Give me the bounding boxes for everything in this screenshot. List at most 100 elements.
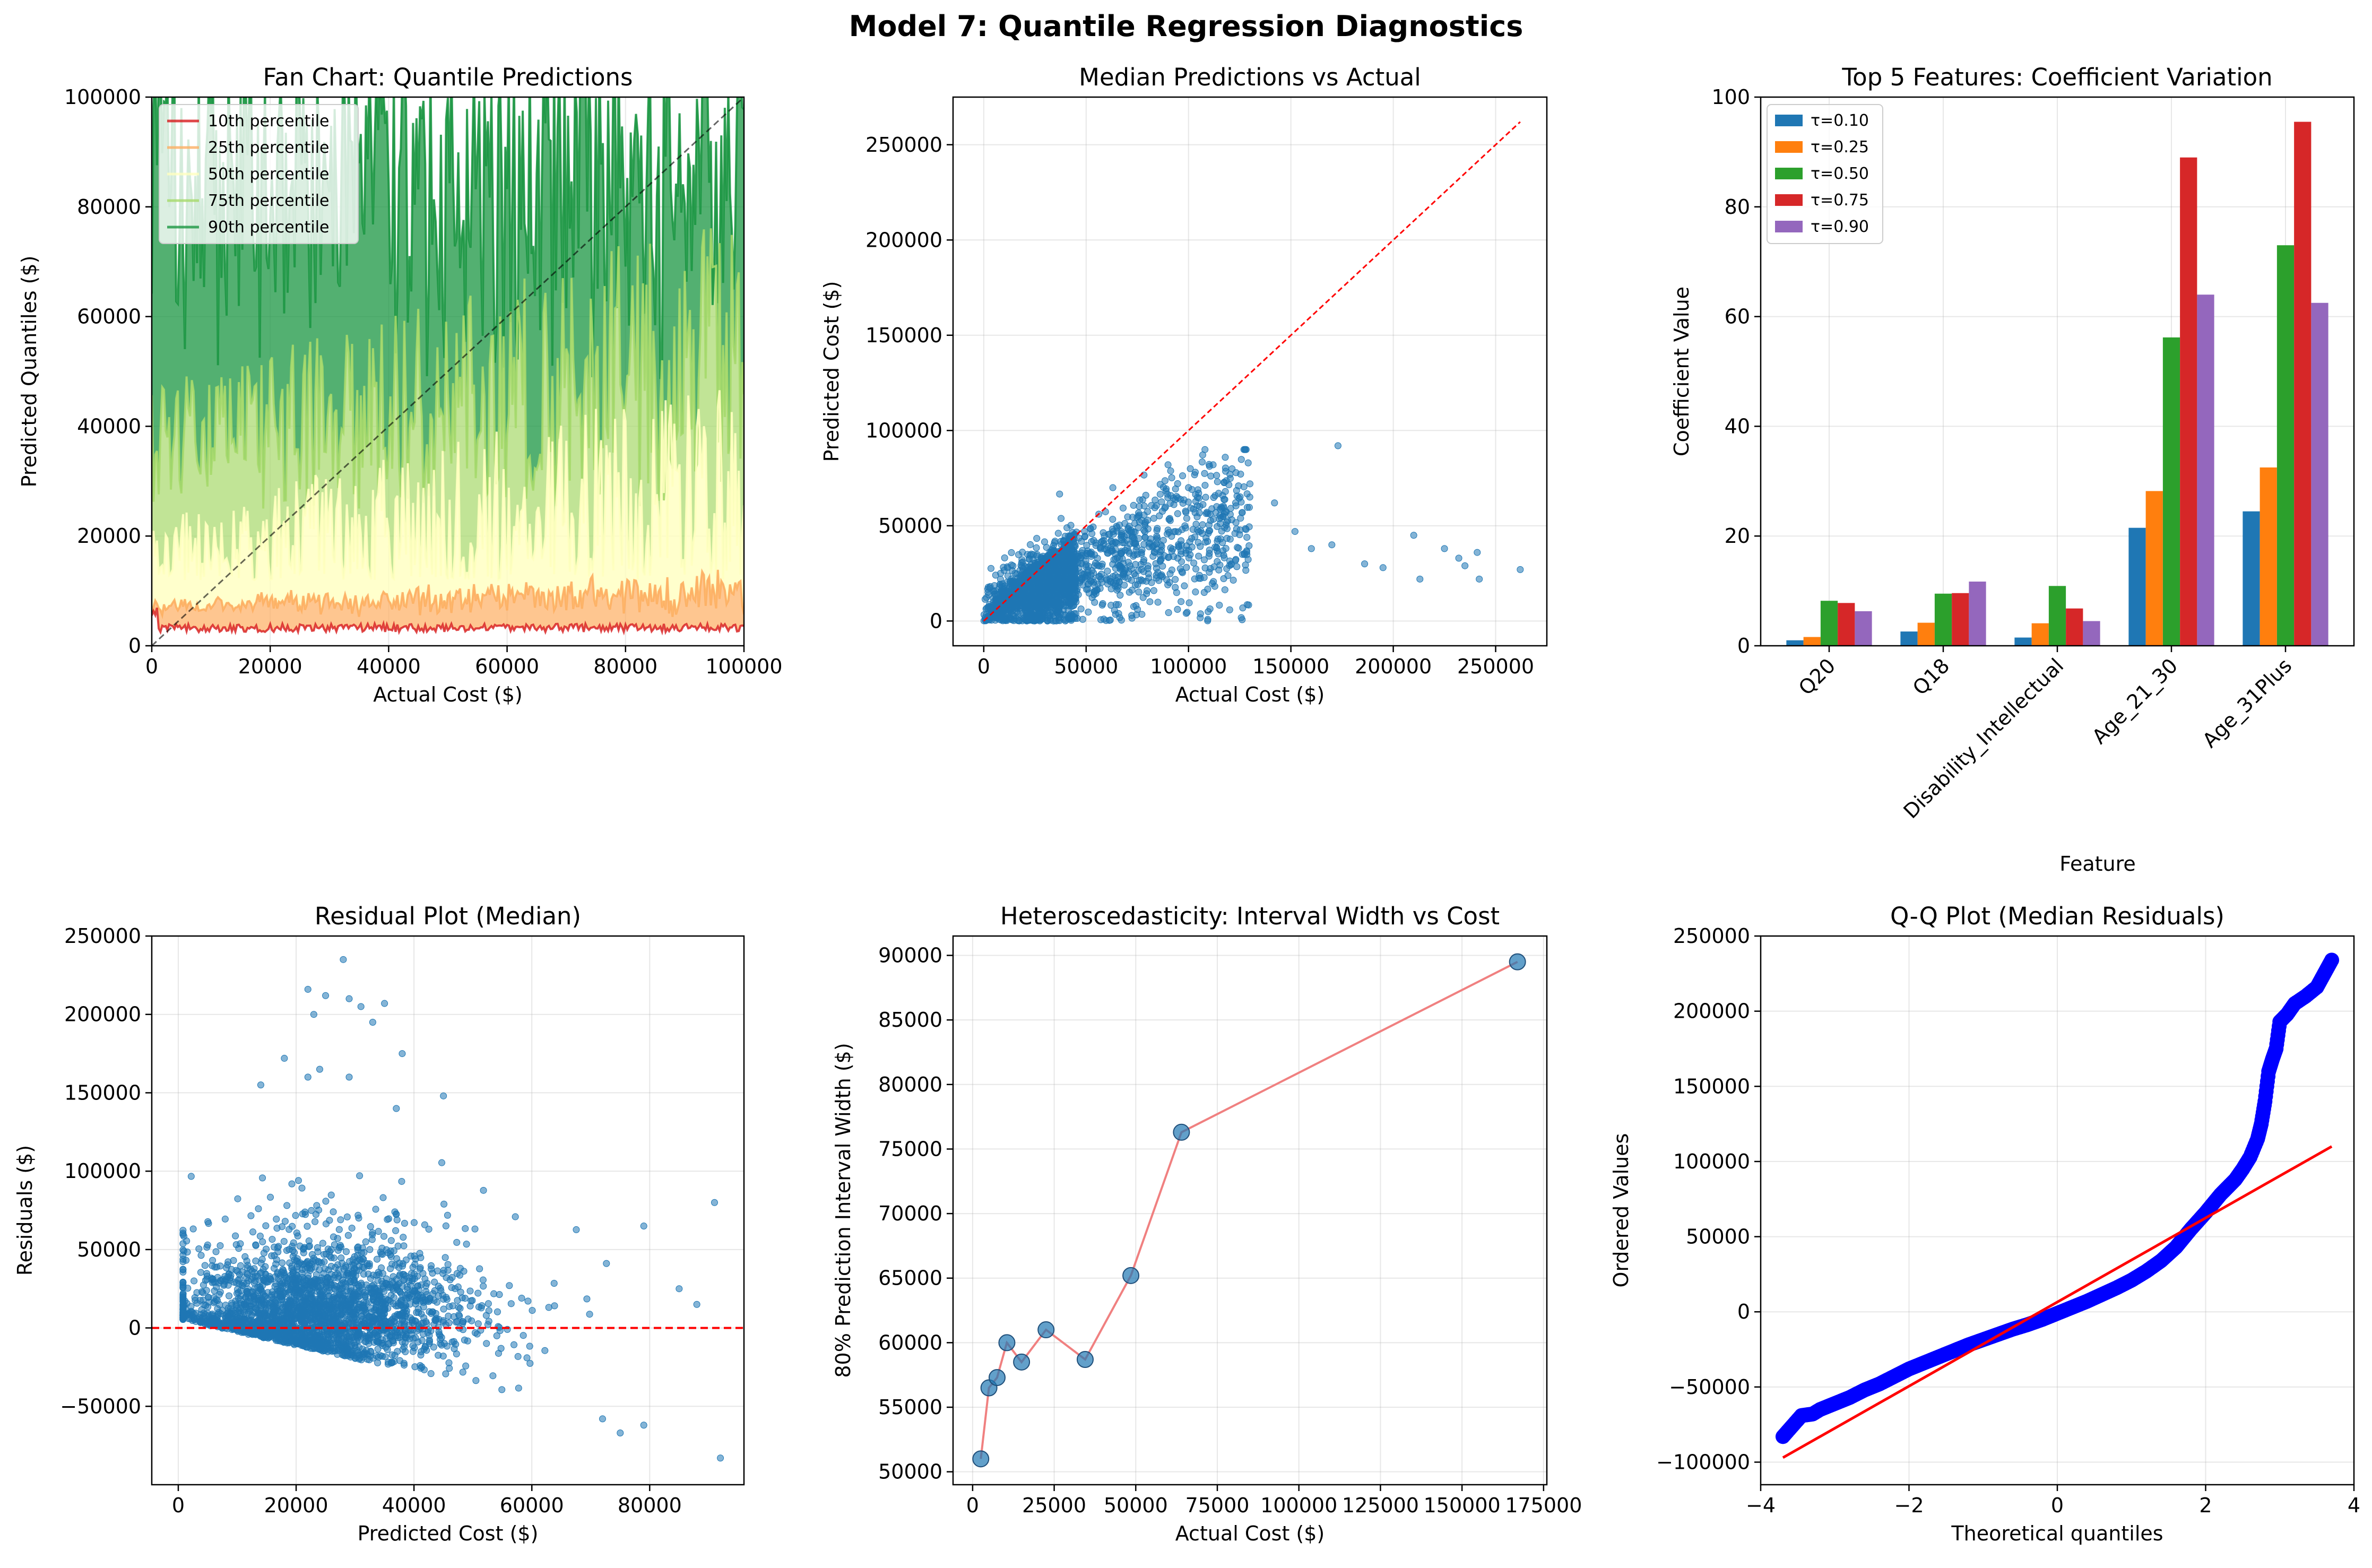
data-point (197, 1252, 205, 1259)
data-point (984, 585, 991, 593)
data-point (1037, 587, 1045, 595)
data-point (392, 1261, 399, 1269)
data-point (1178, 598, 1185, 605)
y-tick-label: 60 (1725, 305, 1750, 328)
data-point (1200, 589, 1208, 596)
x-tick-label: Age_31Plus (2198, 654, 2296, 752)
data-point (1016, 617, 1023, 625)
data-point (1071, 565, 1079, 573)
data-point (1037, 575, 1044, 583)
bar (1803, 637, 1821, 646)
data-point (520, 1332, 527, 1339)
x-tick-label: Q18 (1908, 654, 1954, 699)
data-point (1124, 559, 1132, 566)
y-tick-label: 150000 (865, 324, 942, 347)
data-point (1158, 498, 1165, 506)
data-point (1182, 507, 1189, 515)
data-point (1159, 536, 1167, 544)
data-point (1174, 510, 1181, 517)
data-point (1461, 562, 1469, 569)
data-point (425, 1225, 432, 1233)
y-tick-label: 100000 (64, 85, 141, 109)
data-point (187, 1173, 195, 1180)
data-point (1087, 550, 1094, 557)
x-tick-label: 80000 (593, 655, 657, 678)
data-point (189, 1225, 197, 1233)
x-axis-label: Feature (2059, 852, 2136, 876)
data-point (1150, 587, 1157, 594)
data-point (454, 1283, 462, 1290)
data-point (1011, 592, 1018, 600)
data-point (1021, 602, 1029, 610)
data-point (1291, 528, 1298, 535)
data-point (221, 1215, 229, 1223)
data-point (1094, 586, 1101, 594)
data-point (1058, 560, 1065, 567)
legend-swatch (1775, 115, 1803, 126)
data-point (285, 1226, 293, 1233)
data-point (1063, 524, 1071, 532)
bar (2048, 586, 2066, 646)
data-point (994, 591, 1001, 598)
data-point (1070, 602, 1078, 609)
plot-title: Median Predictions vs Actual (1079, 63, 1421, 91)
quantile-line-1 (152, 607, 744, 636)
legend-label: τ=0.90 (1811, 218, 1869, 236)
data-point (1105, 531, 1112, 538)
y-tick-label: 0 (1737, 634, 1750, 657)
data-point (1245, 523, 1253, 531)
data-point (1474, 549, 1481, 556)
data-point (1441, 545, 1448, 552)
data-point (1246, 493, 1253, 501)
data-point (1221, 586, 1228, 593)
data-point (356, 1172, 363, 1180)
data-point (1094, 555, 1101, 562)
data-point (388, 1351, 396, 1358)
data-point (1242, 561, 1249, 569)
data-point (427, 1296, 434, 1304)
data-point (1175, 541, 1182, 548)
data-point (289, 1243, 296, 1250)
data-point (1179, 569, 1186, 576)
data-point (204, 1218, 212, 1225)
data-point (545, 1304, 552, 1311)
data-point (428, 1265, 435, 1272)
data-point (1455, 555, 1462, 562)
data-point (455, 1304, 462, 1311)
x-tick-label: 250000 (1457, 655, 1534, 678)
data-point (1089, 523, 1097, 531)
data-point (298, 1184, 306, 1192)
data-point (197, 1269, 204, 1276)
data-point (1158, 573, 1166, 581)
data-point (1225, 481, 1233, 489)
bar (1786, 640, 1804, 646)
data-point (1135, 524, 1142, 532)
data-point (1219, 539, 1226, 547)
data-point (1214, 478, 1221, 486)
data-point (1170, 528, 1178, 535)
data-point (472, 1329, 479, 1337)
data-point (1037, 594, 1045, 601)
data-point (541, 1347, 549, 1354)
data-point (550, 1280, 558, 1287)
data-point (288, 1180, 296, 1188)
data-point (374, 1277, 382, 1284)
data-point (506, 1282, 513, 1289)
y-axis-label: Predicted Quantiles ($) (18, 256, 41, 488)
bar (2260, 467, 2277, 646)
legend-swatch (1775, 141, 1803, 153)
x-tick-label: 0 (977, 655, 990, 678)
x-tick-label: Q20 (1794, 654, 1840, 699)
data-point (1081, 532, 1089, 540)
data-point (455, 1311, 463, 1319)
data-point (426, 1337, 433, 1344)
data-point (431, 1278, 438, 1286)
data-point (337, 1216, 344, 1224)
data-point (217, 1277, 224, 1285)
data-point (1046, 580, 1053, 587)
legend-label: τ=0.75 (1811, 191, 1869, 210)
x-tick-label: 50000 (1054, 655, 1118, 678)
data-point (1164, 461, 1172, 469)
data-point (1132, 572, 1139, 579)
bar (2162, 337, 2180, 646)
